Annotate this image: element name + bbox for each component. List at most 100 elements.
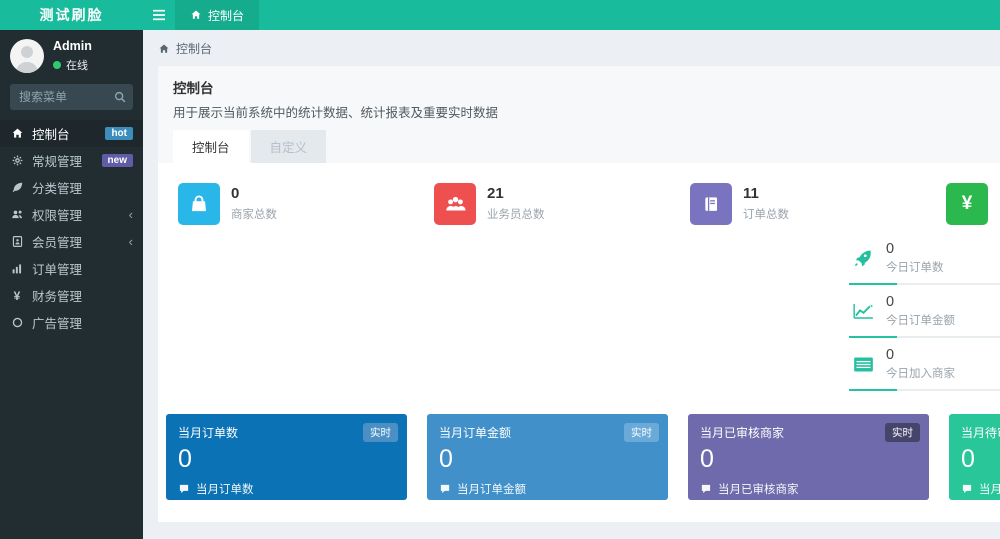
yen-icon: ¥	[13, 288, 21, 303]
sidebar-item-finance[interactable]: ¥ 财务管理	[0, 282, 143, 309]
table-icon	[849, 356, 877, 373]
today-value: 0	[886, 294, 895, 310]
stat-label: 订单总数	[743, 209, 789, 221]
topbar-tab-label: 控制台	[208, 8, 245, 23]
sidebar-item-category[interactable]: 分类管理	[0, 174, 143, 201]
tab-content: 0 商家总数 21 业务员总数	[158, 163, 1000, 522]
card-title: 当月待审核商家	[961, 426, 1000, 440]
page-subtitle: 用于展示当前系统中的统计数据、统计报表及重要实时数据	[173, 106, 499, 120]
breadcrumb-label: 控制台	[176, 42, 213, 56]
progress-bar	[849, 283, 1000, 285]
new-badge: new	[101, 154, 133, 167]
user-status-label: 在线	[66, 60, 88, 72]
realtime-badge: 实时	[885, 423, 920, 442]
today-value: 0	[886, 241, 895, 257]
month-cards-row: 当月订单数 实时 0 当月订单数 当月订单金额 实时 0 当月订单金额	[166, 414, 1000, 500]
sidebar-item-members[interactable]: 会员管理 ‹	[0, 228, 143, 255]
user-panel: Admin 在线	[0, 30, 143, 80]
home-icon	[158, 43, 170, 55]
tabstrip: 控制台 自定义	[173, 130, 1000, 163]
topbar: 控制台	[143, 0, 1000, 30]
sidebar-item-label: 会员管理	[32, 236, 83, 250]
sidebar-item-ads[interactable]: 广告管理	[0, 309, 143, 336]
sidebar-item-label: 控制台	[32, 128, 70, 142]
sidebar-item-general[interactable]: 常规管理 new	[0, 147, 143, 174]
sidebar: 测试刷脸 Admin 在线 控制台 hot 常规	[0, 0, 143, 539]
shopping-bag-icon	[178, 183, 220, 225]
main-content: 控制台 控制台 用于展示当前系统中的统计数据、统计报表及重要实时数据 控制台 自…	[143, 30, 1000, 539]
stat-orders: 11 订单总数	[678, 183, 934, 225]
tab-custom[interactable]: 自定义	[250, 130, 327, 163]
card-month-approved: 当月已审核商家 实时 0 当月已审核商家	[688, 414, 929, 500]
progress-bar	[849, 336, 1000, 338]
today-stats: 0 今日订单数 0 今日订单	[849, 241, 1000, 400]
line-chart-icon	[849, 302, 877, 320]
stat-value: 0	[231, 185, 240, 202]
sidebar-item-label: 财务管理	[32, 290, 83, 304]
card-month-amount: 当月订单金额 实时 0 当月订单金额	[427, 414, 668, 500]
today-merchants: 0 今日加入商家	[849, 347, 1000, 391]
today-label: 今日订单数	[886, 262, 944, 274]
today-label: 今日订单金额	[886, 315, 955, 327]
stat-value: 11	[743, 185, 759, 202]
card-title: 当月订单数	[178, 426, 239, 440]
hot-badge: hot	[105, 127, 133, 140]
card-footer-label: 当月订单金额	[457, 484, 526, 496]
online-dot-icon	[53, 61, 61, 69]
sidebar-item-label: 广告管理	[32, 317, 83, 331]
card-title: 当月已审核商家	[700, 426, 785, 440]
cogs-icon	[10, 154, 24, 167]
sidebar-item-label: 权限管理	[32, 209, 83, 223]
book-icon	[690, 183, 732, 225]
sidebar-menu: 控制台 hot 常规管理 new 分类管理 权限管理 ‹ 会员管理 ‹ 订单管理…	[0, 120, 143, 336]
comment-icon	[178, 483, 190, 495]
today-value: 0	[886, 347, 895, 363]
chart-area	[166, 241, 849, 400]
card-footer-label: 当月待审核商家	[979, 484, 1000, 496]
card-footer-label: 当月订单数	[196, 484, 254, 496]
hamburger-icon[interactable]	[143, 0, 175, 30]
address-book-icon	[10, 235, 24, 248]
card-value: 0	[439, 445, 453, 473]
tab-console[interactable]: 控制台	[173, 130, 249, 163]
sidebar-item-console[interactable]: 控制台 hot	[0, 120, 143, 147]
today-amount: 0 今日订单金额	[849, 294, 1000, 338]
sidebar-item-label: 分类管理	[32, 182, 83, 196]
app-logo[interactable]: 测试刷脸	[0, 0, 143, 30]
user-status: 在线	[53, 57, 92, 73]
card-title: 当月订单金额	[439, 426, 512, 440]
topbar-tab-console[interactable]: 控制台	[175, 0, 260, 30]
card-month-orders: 当月订单数 实时 0 当月订单数	[166, 414, 407, 500]
card-value: 0	[961, 445, 975, 473]
search-icon[interactable]	[113, 90, 127, 104]
card-month-pending: 当月待审核商家 实时 0 当月待审核商家	[949, 414, 1000, 500]
panel-header: 控制台 用于展示当前系统中的统计数据、统计报表及重要实时数据 控制台 自定义	[158, 66, 1000, 163]
chevron-left-icon: ‹	[128, 207, 133, 222]
realtime-badge: 实时	[363, 423, 398, 442]
chevron-left-icon: ‹	[128, 234, 133, 249]
card-footer: 当月订单金额	[439, 481, 656, 497]
stat-merchants: 0 商家总数	[166, 183, 422, 225]
page-title: 控制台	[173, 81, 214, 96]
today-orders: 0 今日订单数	[849, 241, 1000, 285]
comment-icon	[700, 483, 712, 495]
sidebar-item-label: 常规管理	[32, 155, 83, 169]
rocket-icon	[849, 248, 877, 268]
card-value: 0	[178, 445, 192, 473]
progress-bar	[849, 389, 1000, 391]
sidebar-item-permissions[interactable]: 权限管理 ‹	[0, 201, 143, 228]
card-footer: 当月订单数	[178, 481, 395, 497]
card-footer: 当月已审核商家	[700, 481, 917, 497]
card-value: 0	[700, 445, 714, 473]
yen-icon: ¥	[946, 183, 988, 225]
search-input[interactable]	[10, 84, 133, 110]
leaf-icon	[10, 181, 24, 194]
sidebar-item-orders[interactable]: 订单管理	[0, 255, 143, 282]
comment-icon	[961, 483, 973, 495]
stat-salespeople: 21 业务员总数	[422, 183, 678, 225]
stat-revenue: ¥	[934, 183, 1000, 225]
card-footer: 当月待审核商家	[961, 481, 1000, 497]
breadcrumb[interactable]: 控制台	[143, 30, 1000, 66]
user-name: Admin	[53, 39, 92, 53]
circle-o-icon	[10, 316, 24, 329]
